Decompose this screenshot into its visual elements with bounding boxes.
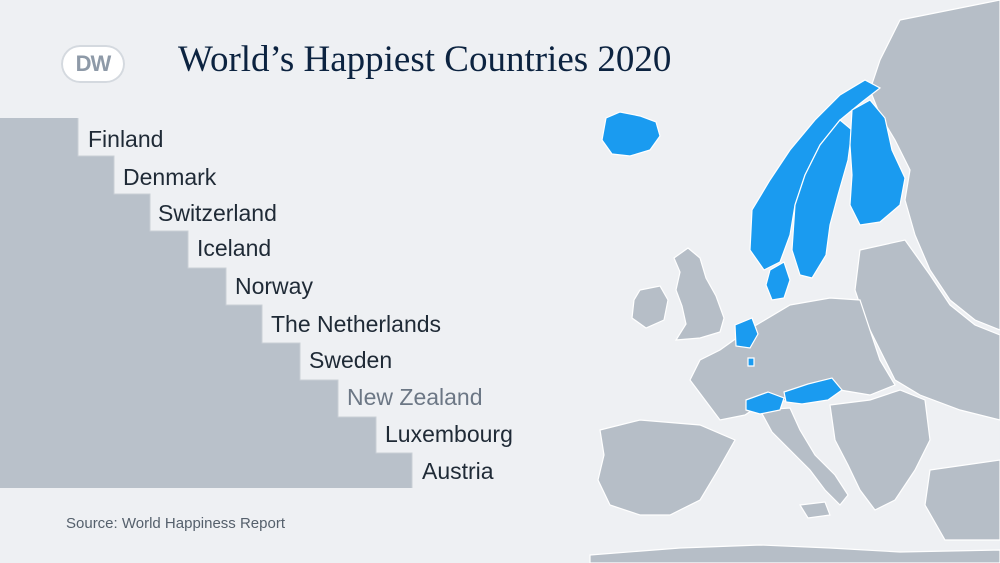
ranking-item-4: Iceland	[197, 235, 272, 261]
map-ireland	[631, 285, 669, 329]
dw-logo: DW	[61, 45, 125, 83]
staircase-shape	[0, 118, 413, 488]
map-italy	[759, 407, 849, 506]
ranking-staircase: Finland Denmark Switzerland Iceland Norw…	[0, 0, 520, 500]
ranking-item-7: Sweden	[309, 347, 393, 373]
map-netherlands	[734, 317, 759, 349]
map-finland	[849, 99, 906, 226]
ranking-item-2: Denmark	[123, 164, 217, 190]
map-denmark	[765, 261, 791, 301]
map-russia	[869, 0, 1000, 331]
ranking-item-1: Finland	[88, 126, 164, 152]
ranking-item-3: Switzerland	[158, 200, 277, 226]
ranking-item-10: Austria	[422, 458, 494, 484]
ranking-item-5: Norway	[235, 273, 313, 299]
map-sweden	[791, 119, 853, 279]
ranking-item-9: Luxembourg	[385, 421, 513, 447]
map-luxembourg	[747, 357, 755, 367]
europe-map-svg	[589, 0, 1000, 563]
europe-map	[540, 0, 1000, 563]
map-iceland	[601, 111, 661, 157]
map-north-africa	[589, 544, 1000, 563]
map-sicily	[798, 501, 831, 519]
ranking-item-6: The Netherlands	[271, 311, 442, 337]
ranking-item-8: New Zealand	[347, 384, 483, 410]
map-turkey	[924, 459, 1000, 541]
map-great-britain	[673, 247, 725, 341]
map-austria	[783, 377, 843, 405]
source-note: Source: World Happiness Report	[66, 515, 285, 532]
page-title: World’s Happiest Countries 2020	[178, 39, 672, 80]
map-balkans	[829, 389, 931, 511]
map-iberia	[597, 419, 736, 516]
logo-text: DW	[75, 51, 112, 76]
map-switzerland	[745, 391, 785, 415]
